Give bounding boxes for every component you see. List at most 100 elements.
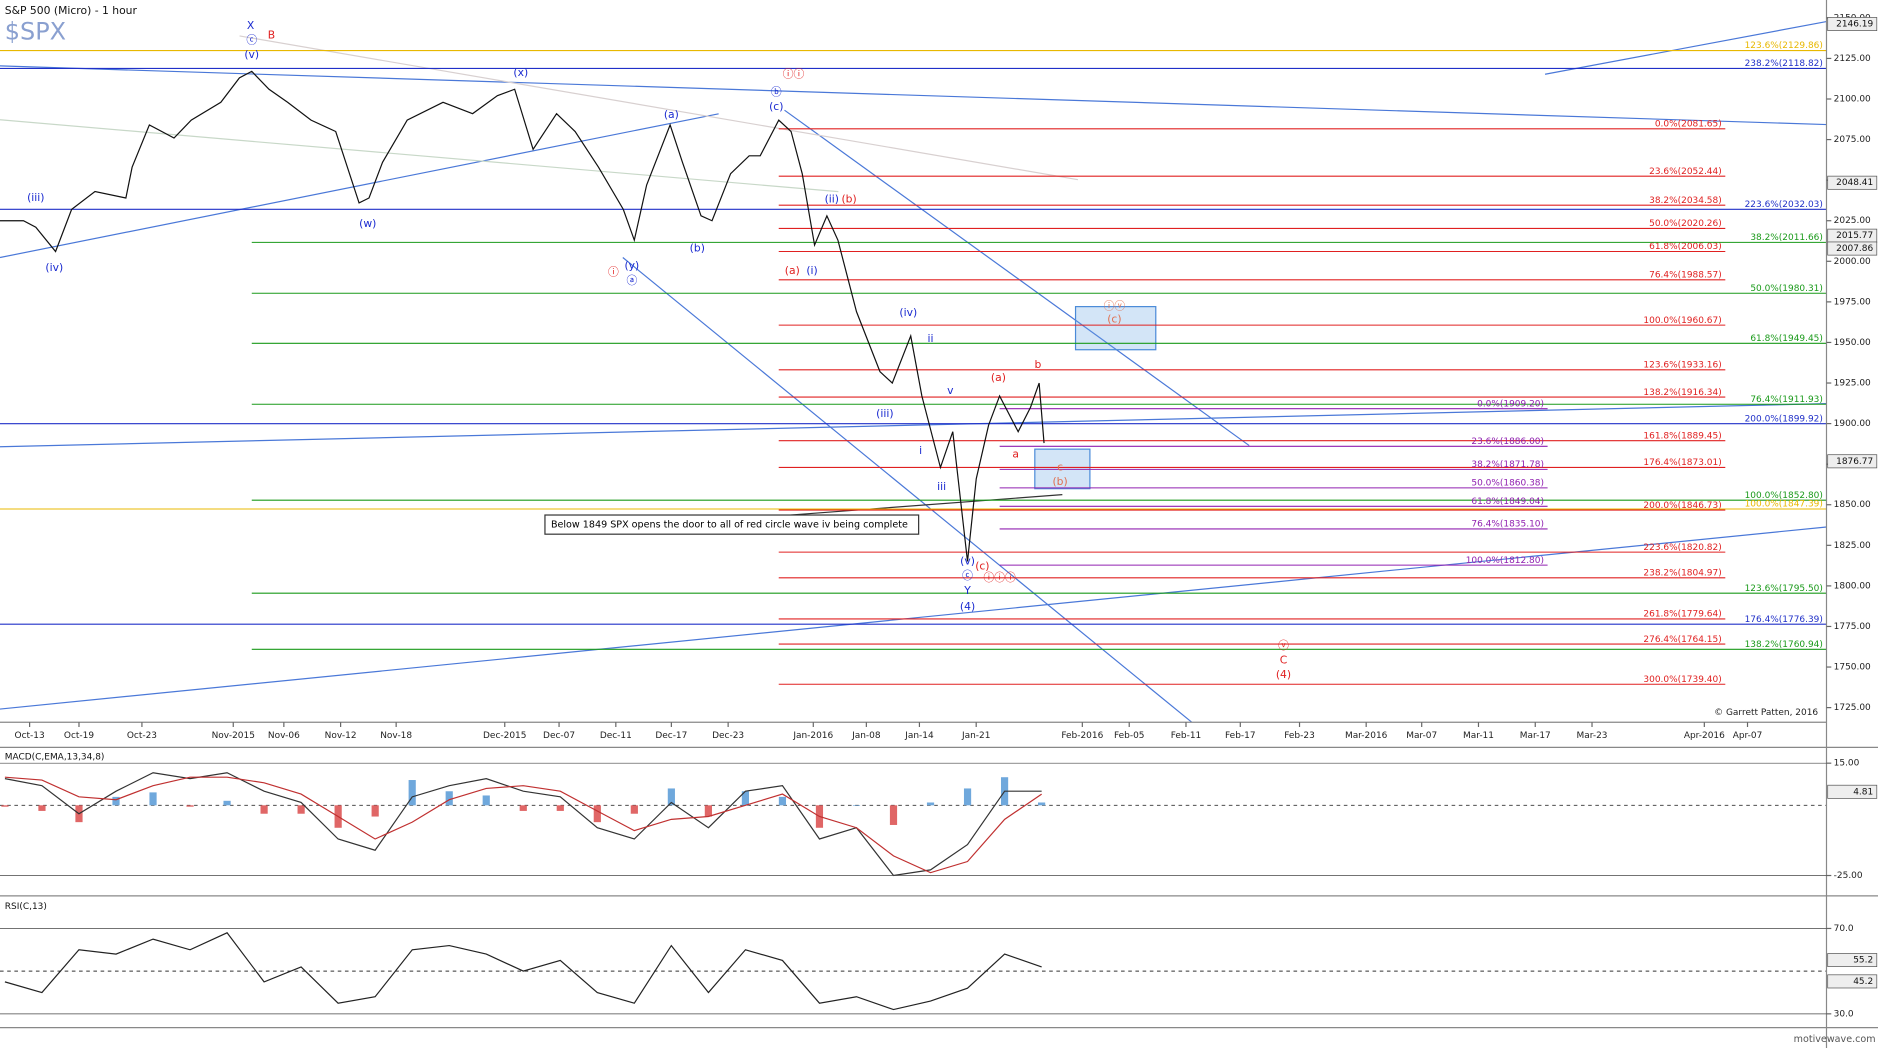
wave-label: X xyxy=(247,19,255,32)
price-tag-label: 1876.77 xyxy=(1836,457,1873,467)
y-tick-label: 2125.00 xyxy=(1834,54,1871,64)
trendline xyxy=(622,257,1193,723)
credit: © Garrett Patten, 2016 xyxy=(1714,708,1818,718)
fib-label: 123.6%(1795.50) xyxy=(1745,584,1823,594)
callout-box xyxy=(544,514,920,535)
fib-label: 61.8%(2006.03) xyxy=(1649,242,1722,252)
wave-label: (w) xyxy=(359,217,376,230)
wave-label: (b) xyxy=(690,241,705,254)
x-tick-label: Dec-23 xyxy=(712,731,744,741)
x-tick-label: Oct-23 xyxy=(127,731,157,741)
fib-label: 100.0%(1960.67) xyxy=(1643,316,1721,326)
histogram-bar xyxy=(1,805,9,807)
x-tick-label: Feb-11 xyxy=(1171,731,1202,741)
y-tick-label: 1925.00 xyxy=(1834,379,1871,389)
x-tick-label: Nov-12 xyxy=(325,731,357,741)
wave-label: (i) xyxy=(806,264,817,277)
fib-label: 123.6%(1933.16) xyxy=(1643,360,1721,370)
fib-label: 23.6%(1886.00) xyxy=(1471,437,1544,447)
fib-label: 50.0%(2020.26) xyxy=(1649,219,1722,229)
x-tick-label: Mar-17 xyxy=(1520,731,1551,741)
y-tick-label: -25.00 xyxy=(1834,871,1863,881)
wave-label: (v) xyxy=(244,48,259,61)
fib-label: 200.0%(1899.92) xyxy=(1745,414,1823,424)
histogram-bar xyxy=(630,805,638,814)
wave-label: v xyxy=(947,384,954,397)
wave-label: iii xyxy=(937,480,946,493)
fib-label: 76.4%(1988.57) xyxy=(1649,271,1722,281)
wave-label: ⓘⓘ xyxy=(783,68,805,81)
trendline xyxy=(784,109,1250,447)
watermark: motivewave.com xyxy=(1794,1034,1876,1045)
wave-label: ⓒ xyxy=(962,569,973,582)
price-tag-label: 2007.86 xyxy=(1836,244,1873,254)
price-line xyxy=(0,70,1045,562)
fib-label: 0.0%(2081.65) xyxy=(1655,119,1722,129)
wave-label: ⓘ xyxy=(608,266,619,279)
histogram-bar xyxy=(963,788,972,806)
x-tick-label: Oct-19 xyxy=(64,731,94,741)
histogram-bar xyxy=(704,805,712,817)
wave-label: (c) xyxy=(769,100,783,113)
histogram-bar xyxy=(926,802,935,806)
y-tick-label: 2000.00 xyxy=(1834,257,1871,267)
y-tick-label: 1850.00 xyxy=(1834,500,1871,510)
x-tick-label: Mar-23 xyxy=(1577,731,1608,741)
histogram-bar xyxy=(1038,802,1046,806)
y-tick-label: 2025.00 xyxy=(1834,216,1871,226)
wave-label: (iii) xyxy=(27,191,44,204)
wave-label: (a) xyxy=(664,108,679,121)
price-tag xyxy=(1827,784,1878,799)
price-tag xyxy=(1827,454,1878,469)
trendline xyxy=(0,526,1827,710)
wave-label: (a) xyxy=(991,371,1006,384)
histogram-bar xyxy=(445,791,453,806)
chart-title: S&P 500 (Micro) - 1 hour xyxy=(5,4,138,17)
wave-label: b xyxy=(1034,358,1041,371)
y-tick-label: 15.00 xyxy=(1834,759,1860,769)
fib-label: 176.4%(1776.39) xyxy=(1745,615,1823,625)
price-tag-label: 2048.41 xyxy=(1836,178,1873,188)
histogram-bar xyxy=(593,805,601,823)
x-tick-label: Nov-2015 xyxy=(212,731,255,741)
price-tag xyxy=(1827,953,1878,967)
y-tick-label: 1775.00 xyxy=(1834,622,1871,632)
fib-label: 123.6%(2129.86) xyxy=(1745,41,1823,51)
x-tick-label: Jan-21 xyxy=(961,731,990,741)
wave-label: (c) xyxy=(975,559,989,572)
symbol: $SPX xyxy=(5,17,66,45)
fib-label: 100.0%(1847.39) xyxy=(1745,500,1823,510)
wave-label: ⓒ xyxy=(246,34,257,47)
histogram-bar xyxy=(186,805,194,807)
wave-label: (b) xyxy=(841,193,856,206)
wave-label: (x) xyxy=(513,66,528,79)
wave-label: (ii) xyxy=(825,193,839,206)
fib-label: 50.0%(1980.31) xyxy=(1750,284,1823,294)
histogram-bar xyxy=(408,780,416,806)
panel-title: MACD(C,EMA,13,34,8) xyxy=(5,752,105,762)
y-tick-label: 30.0 xyxy=(1834,1009,1854,1019)
trendlines xyxy=(0,20,1827,723)
x-tick-label: Feb-05 xyxy=(1114,731,1145,741)
wave-label: (v) xyxy=(960,555,975,568)
fib-label: 38.2%(1871.78) xyxy=(1471,460,1544,470)
x-tick-label: Feb-2016 xyxy=(1061,731,1103,741)
wave-label: (4) xyxy=(1276,668,1291,681)
price-line xyxy=(4,932,1042,1011)
fib-label: 238.2%(1804.97) xyxy=(1643,569,1721,579)
price-tag xyxy=(1827,241,1878,256)
y-tick-label: 1950.00 xyxy=(1834,338,1871,348)
x-tick-label: Nov-18 xyxy=(380,731,412,741)
target-box xyxy=(1074,306,1157,351)
histogram-bar xyxy=(38,805,46,811)
fib-label: 138.2%(1916.34) xyxy=(1643,388,1721,398)
trendline xyxy=(1544,20,1827,75)
y-tick-label: 1800.00 xyxy=(1834,581,1871,591)
wave-label: ⓥ xyxy=(1278,639,1289,652)
indicator-line xyxy=(4,776,1042,874)
price-tag xyxy=(1827,974,1878,989)
fib-label: 276.4%(1764.15) xyxy=(1643,635,1721,645)
histogram-bar xyxy=(889,805,898,825)
fib-label: 61.8%(1949.45) xyxy=(1750,334,1823,344)
